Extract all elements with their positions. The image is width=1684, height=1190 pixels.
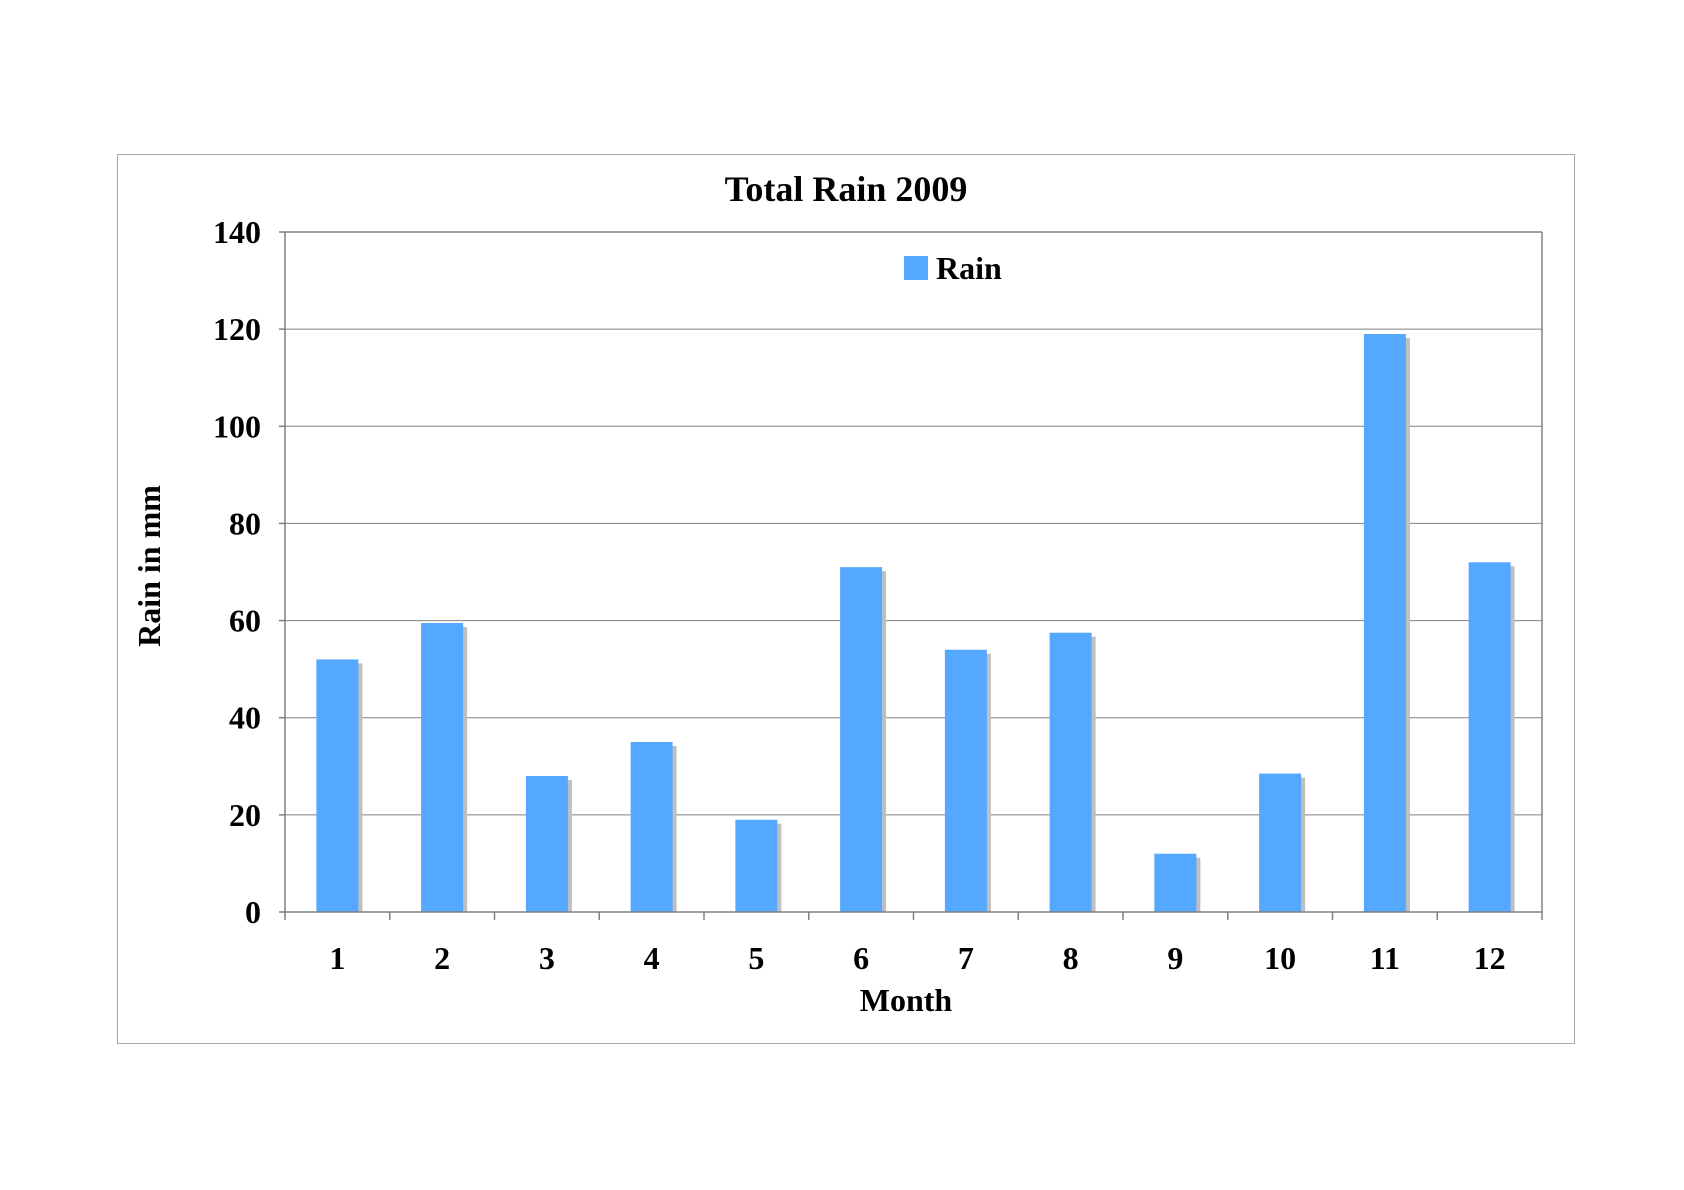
bar-month-7	[944, 649, 987, 912]
x-tick-label: 3	[539, 940, 555, 976]
chart-title: Total Rain 2009	[725, 169, 968, 209]
x-tick-label: 9	[1167, 940, 1183, 976]
bars	[316, 334, 1511, 912]
bar-month-4	[630, 742, 673, 912]
y-tick-label: 120	[213, 311, 261, 347]
x-tick-label: 6	[853, 940, 869, 976]
y-tick-label: 60	[229, 603, 261, 639]
bar-month-5	[735, 819, 778, 912]
x-tick-label: 10	[1264, 940, 1296, 976]
gridlines	[285, 231, 1542, 816]
bar-shadows	[320, 338, 1515, 912]
bar-month-3	[525, 776, 568, 912]
legend-label-rain: Rain	[936, 250, 1002, 286]
x-tick-label: 2	[434, 940, 450, 976]
x-tick-labels: 1 2 3 4 5 6 7 8 9 10 11 12	[329, 940, 1505, 976]
bar-month-9	[1154, 853, 1197, 912]
x-tick-label: 8	[1063, 940, 1079, 976]
bar-month-1	[316, 659, 359, 912]
legend-swatch-rain	[904, 256, 928, 280]
y-axis-label: Rain in mm	[131, 485, 167, 647]
y-tick-label: 0	[245, 894, 261, 930]
y-tick-label: 20	[229, 797, 261, 833]
bar-month-12	[1468, 562, 1511, 912]
bar-month-6	[840, 567, 883, 912]
x-tick-label: 5	[748, 940, 764, 976]
x-tick-label: 7	[958, 940, 974, 976]
y-tick-label: 140	[213, 214, 261, 250]
x-axis-label: Month	[860, 982, 953, 1018]
x-tick-label: 1	[329, 940, 345, 976]
y-tick-label: 40	[229, 700, 261, 736]
bar-month-2	[421, 623, 464, 912]
bar-month-11	[1363, 334, 1406, 912]
y-tick-label: 80	[229, 505, 261, 541]
x-tick-label: 4	[644, 940, 660, 976]
bar-month-8	[1049, 632, 1092, 912]
legend: Rain	[904, 250, 1002, 286]
bar-month-10	[1259, 773, 1302, 912]
y-tick-label: 100	[213, 408, 261, 444]
x-tick-label: 11	[1370, 940, 1400, 976]
x-tick-label: 12	[1474, 940, 1506, 976]
y-tick-labels: 0 20 40 60 80 100 120 140	[213, 214, 261, 930]
axes	[279, 231, 1543, 920]
